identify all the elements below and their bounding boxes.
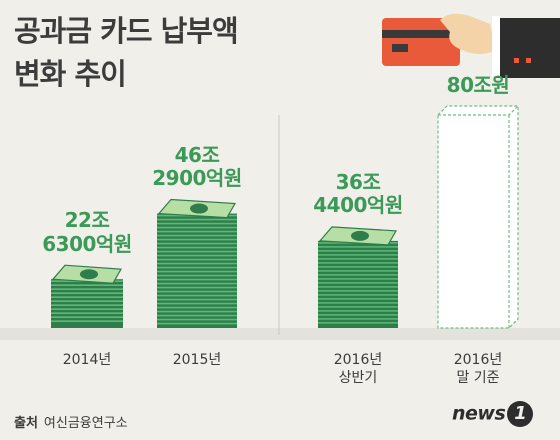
logo-mark: 1 xyxy=(507,401,534,427)
bar-3 xyxy=(318,226,398,328)
source-label: 출처 xyxy=(14,416,38,431)
category-label-line: 말 기준 xyxy=(456,369,500,386)
value-label-line: 6300억원 xyxy=(42,231,132,256)
logo-text: news xyxy=(452,402,506,425)
category-label-line: 2016년 xyxy=(453,352,503,368)
bar-2 xyxy=(157,198,237,328)
news1-logo: news 1 xyxy=(452,401,534,427)
value-label-1: 22조 6300억원 xyxy=(27,209,147,256)
bill-portrait xyxy=(190,203,208,214)
category-label-3: 2016년 상반기 xyxy=(308,352,408,387)
bill-portrait xyxy=(351,230,369,241)
value-label-line: 22조 xyxy=(64,208,110,233)
bar-outline xyxy=(437,105,519,329)
hand-icon xyxy=(440,13,496,54)
bar-1 xyxy=(51,264,123,328)
category-label-1: 2014년 xyxy=(37,352,137,370)
bill-portrait xyxy=(80,269,98,280)
category-label-line: 2015년 xyxy=(172,352,222,368)
value-label-line: 4400억원 xyxy=(313,193,403,218)
value-label-line: 2900억원 xyxy=(152,166,242,191)
source-text: 여신금융연구소 xyxy=(43,416,128,431)
category-label-line: 2014년 xyxy=(62,352,112,368)
category-label-line: 상반기 xyxy=(338,369,378,386)
bar-4 xyxy=(437,105,519,329)
source-note: 출처 여신금융연구소 xyxy=(14,412,128,431)
page-title-line2: 변화 추이 xyxy=(14,57,127,91)
value-label-3: 36조 4400억원 xyxy=(298,169,418,218)
value-label-2: 46조 2900억원 xyxy=(137,142,257,191)
ground-band xyxy=(0,328,560,340)
category-label-4: 2016년 말 기준 xyxy=(428,352,528,387)
category-label-line: 2016년 xyxy=(333,352,383,368)
credit-card-hand-icon xyxy=(382,13,560,78)
money-stack-body xyxy=(51,279,123,328)
category-label-2: 2015년 xyxy=(147,352,247,370)
sleeve-icon xyxy=(496,18,560,78)
page-title-line1: 공과금 카드 납부액 xyxy=(14,14,239,48)
value-label-line: 80조원 xyxy=(446,73,510,97)
value-label-line: 36조 xyxy=(335,169,381,194)
value-label-4: 80조원 xyxy=(418,73,538,98)
value-label-line: 46조 xyxy=(174,142,220,167)
